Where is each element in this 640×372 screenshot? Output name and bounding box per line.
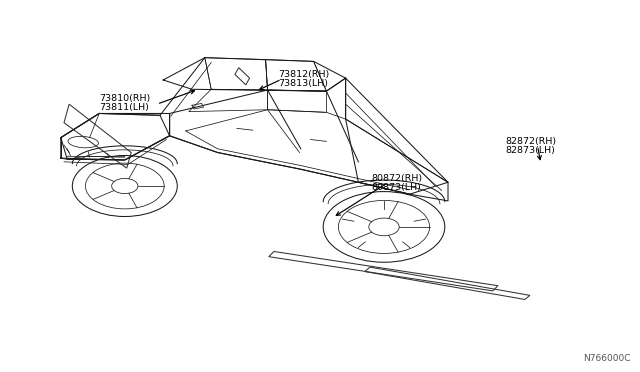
Text: 82872(RH): 82872(RH) — [506, 137, 557, 146]
Text: 73812(RH): 73812(RH) — [278, 70, 330, 79]
Text: 73813(LH): 73813(LH) — [278, 79, 328, 88]
Text: 73811(LH): 73811(LH) — [99, 103, 149, 112]
Text: 80873(LH): 80873(LH) — [371, 183, 421, 192]
Text: 82873(LH): 82873(LH) — [506, 146, 556, 155]
Text: 73810(RH): 73810(RH) — [99, 94, 150, 103]
Text: 80872(RH): 80872(RH) — [371, 174, 422, 183]
Text: N766000C: N766000C — [583, 354, 630, 363]
